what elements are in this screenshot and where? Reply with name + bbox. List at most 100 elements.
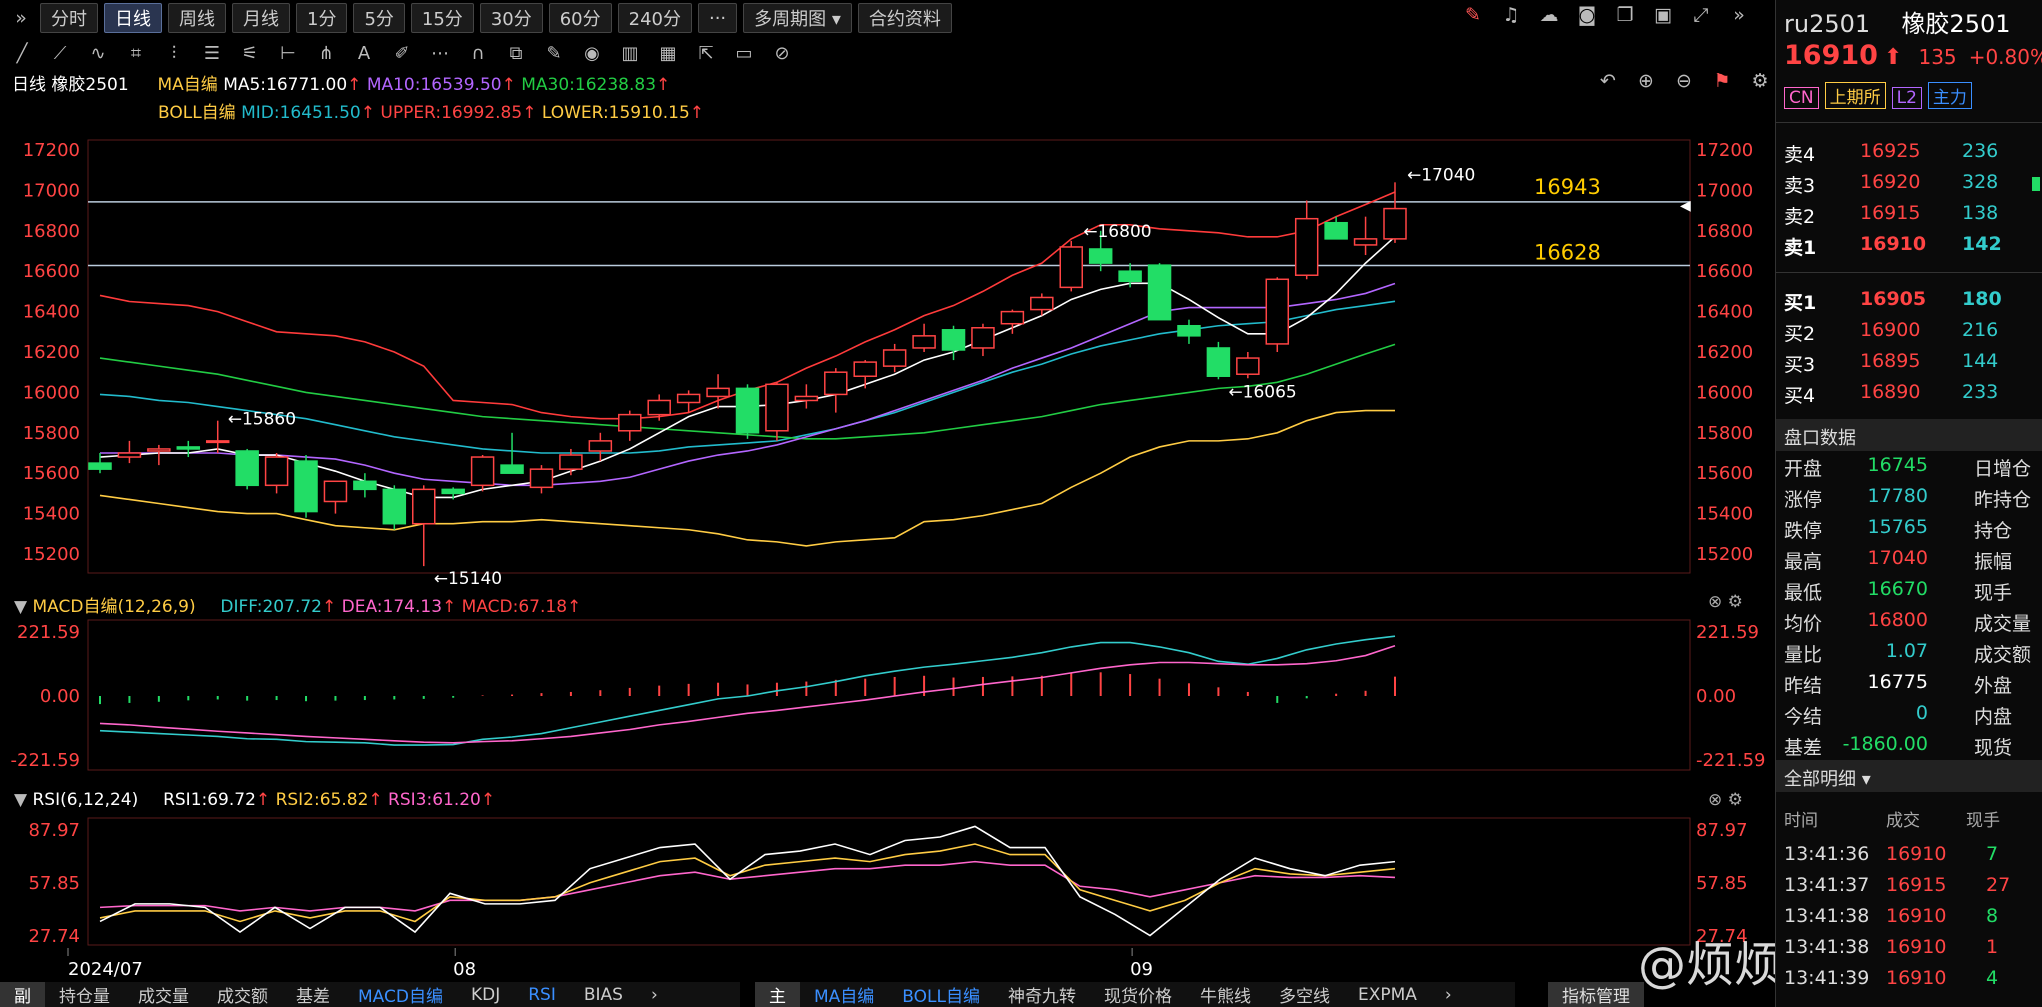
candle[interactable]	[323, 480, 348, 514]
bell-icon[interactable]: ♫	[1502, 4, 1520, 26]
period-button[interactable]: 15分	[410, 3, 474, 33]
main-indicator-tab[interactable]: MA自编	[814, 987, 875, 1007]
pen-icon[interactable]: ✎	[1465, 4, 1481, 26]
candle[interactable]	[147, 444, 171, 466]
scroll-right-icon[interactable]: ›	[650, 984, 658, 1005]
fullscreen-icon[interactable]: ⤢	[1693, 4, 1709, 26]
candle[interactable]	[1294, 200, 1319, 280]
copy-icon[interactable]: ❐	[1616, 4, 1634, 26]
polyline-tool-icon[interactable]: ∿	[90, 42, 106, 64]
text-tool-icon[interactable]: A	[357, 42, 371, 64]
magnet-icon[interactable]: ∩	[471, 42, 485, 64]
candle[interactable]	[882, 343, 907, 373]
sub-indicator-tab[interactable]: MACD自编	[358, 987, 443, 1007]
more-tool-icon[interactable]: ⋯	[431, 42, 449, 64]
period-button[interactable]: 日线	[104, 3, 162, 33]
candle[interactable]	[794, 384, 819, 409]
candle[interactable]	[971, 323, 995, 357]
camera-icon[interactable]: ◙	[1577, 4, 1597, 26]
candle[interactable]	[1088, 230, 1113, 272]
period-button[interactable]: 周线	[168, 3, 226, 33]
period-button[interactable]: 240分	[617, 3, 692, 33]
rsi-close-icon[interactable]: ⊗ ⚙	[1708, 790, 1743, 810]
candle[interactable]	[1147, 263, 1172, 321]
candle[interactable]	[912, 323, 936, 352]
candle[interactable]	[1000, 309, 1025, 334]
candle[interactable]	[559, 448, 583, 476]
sub-indicator-tab[interactable]: 副	[0, 982, 45, 1007]
main-indicator-tab[interactable]: 现货价格	[1103, 987, 1172, 1007]
candle[interactable]	[1118, 263, 1142, 288]
bid-row[interactable]: 买1 16905 180	[1776, 288, 2042, 316]
macd-close-icon[interactable]: ⊗ ⚙	[1708, 592, 1743, 612]
period-button[interactable]: 5分	[353, 3, 405, 33]
indicator-manage-button[interactable]: 指标管理	[1548, 982, 1644, 1007]
period-button[interactable]: 1分	[296, 3, 348, 33]
candle[interactable]	[1324, 216, 1348, 240]
candle[interactable]	[676, 390, 701, 413]
settings-icon[interactable]: ⚙	[1751, 70, 1769, 92]
layers-icon[interactable]: ⧉	[509, 42, 523, 64]
candle[interactable]	[412, 485, 436, 567]
candle[interactable]	[1353, 216, 1378, 256]
cloud-icon[interactable]: ☁	[1539, 4, 1559, 26]
expand-icon[interactable]: »	[1733, 4, 1745, 26]
flag-icon[interactable]: ⚑	[1713, 70, 1731, 92]
candle[interactable]	[1030, 293, 1054, 316]
main-indicator-tab[interactable]: 牛熊线	[1199, 987, 1251, 1007]
period-button[interactable]: 月线	[232, 3, 290, 33]
pitchfork-tool-icon[interactable]: ⋔	[318, 42, 334, 64]
bid-row[interactable]: 买2 16900 216	[1776, 319, 2042, 347]
undo-icon[interactable]: ↶	[1600, 70, 1616, 92]
range-tool-icon[interactable]: ⊢	[280, 42, 296, 64]
candle[interactable]	[117, 440, 142, 464]
rsi-collapse-icon[interactable]: ▼	[14, 790, 28, 810]
zoom-out-icon[interactable]: ⊖	[1676, 70, 1692, 92]
bid-row[interactable]: 买4 16890 233	[1776, 381, 2042, 409]
candle[interactable]	[88, 453, 112, 474]
ask-row[interactable]: 卖3 16920 328	[1776, 171, 2042, 199]
bars-tool-icon[interactable]: ⫶	[171, 42, 177, 64]
candle[interactable]	[706, 374, 730, 409]
candle[interactable]	[941, 325, 966, 361]
sub-indicator-tab[interactable]: 持仓量	[59, 987, 110, 1007]
candle[interactable]	[647, 394, 671, 421]
monitor-icon[interactable]: ▣	[1654, 4, 1672, 26]
candle[interactable]	[1383, 182, 1407, 243]
period-button[interactable]: ···	[697, 3, 738, 33]
ask-row[interactable]: 卖1 16910 142	[1776, 233, 2042, 261]
crop-tool-icon[interactable]: ⌗	[130, 42, 142, 64]
ruler-icon[interactable]: ⊘	[774, 42, 790, 64]
trash-icon[interactable]: ▥	[621, 42, 639, 64]
eraser-icon[interactable]: ✎	[546, 42, 562, 64]
sub-indicator-tab[interactable]: 成交量	[138, 987, 189, 1007]
period-button[interactable]: 60分	[548, 3, 612, 33]
comment-icon[interactable]: ▭	[735, 42, 753, 64]
period-button[interactable]: 合约资料	[857, 3, 952, 33]
zoom-in-icon[interactable]: ⊕	[1638, 70, 1654, 92]
main-indicator-tab[interactable]: 神奇九转	[1007, 987, 1076, 1007]
scroll-right-icon[interactable]: ›	[1444, 984, 1452, 1005]
ask-row[interactable]: 卖2 16915 138	[1776, 202, 2042, 230]
ask-row[interactable]: 卖4 16925 236	[1776, 140, 2042, 168]
candle[interactable]	[441, 487, 465, 500]
candle[interactable]	[618, 410, 642, 441]
macd-collapse-icon[interactable]: ▼	[14, 597, 28, 617]
candle[interactable]	[1236, 352, 1260, 379]
main-indicator-tab[interactable]: EXPMA	[1357, 984, 1417, 1005]
macd-label[interactable]: MACD自编(12,26,9)	[32, 597, 196, 617]
candle[interactable]	[176, 440, 201, 458]
collapse-icon[interactable]: »	[15, 7, 27, 29]
fan-tool-icon[interactable]: ⚟	[241, 42, 259, 64]
sub-indicator-tab[interactable]: KDJ	[470, 984, 501, 1005]
candle[interactable]	[205, 420, 230, 453]
line-tool-icon[interactable]: ╱	[16, 42, 28, 64]
candle[interactable]	[1206, 341, 1231, 380]
candle[interactable]	[735, 384, 760, 439]
candle[interactable]	[1177, 319, 1201, 344]
sub-indicator-tab[interactable]: RSI	[528, 984, 556, 1005]
candle[interactable]	[382, 485, 407, 530]
period-button[interactable]: 分时	[40, 3, 98, 33]
fib-tool-icon[interactable]: ☰	[203, 42, 221, 64]
candle[interactable]	[1059, 240, 1083, 292]
